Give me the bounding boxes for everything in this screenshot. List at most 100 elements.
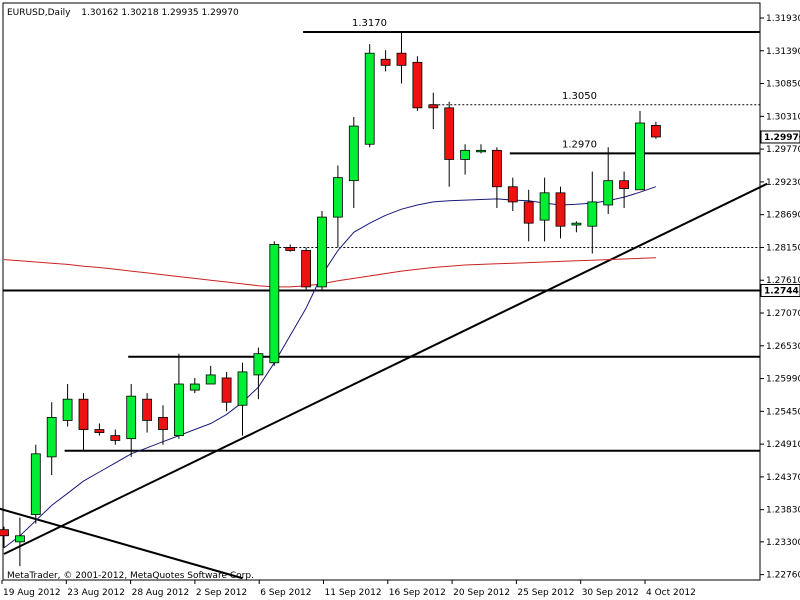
candle bbox=[412, 56, 423, 111]
candle bbox=[62, 384, 73, 427]
price-tick-label: 1.30310 bbox=[766, 112, 800, 122]
bullish-candle-body bbox=[46, 417, 57, 458]
bullish-candle-body bbox=[587, 201, 598, 227]
price-tick-label: 1.28690 bbox=[766, 211, 800, 221]
candle bbox=[523, 189, 534, 242]
copyright-label: MetaTrader, © 2001-2012, MetaQuotes Soft… bbox=[7, 571, 254, 581]
bullish-candle-body bbox=[476, 149, 486, 153]
candle bbox=[285, 244, 296, 252]
date-tick-label: 4 Oct 2012 bbox=[646, 588, 696, 598]
bullish-candle-body bbox=[348, 125, 359, 182]
candle bbox=[380, 50, 391, 72]
candle bbox=[460, 144, 471, 175]
price-tick-label: 1.22760 bbox=[766, 571, 800, 581]
price-tick-label: 1.24370 bbox=[766, 473, 800, 483]
bearish-candle-body bbox=[396, 52, 407, 66]
candle bbox=[555, 186, 566, 239]
chart-header: EURUSD,Daily 1.30162 1.30218 1.29935 1.2… bbox=[7, 8, 239, 18]
price-tick-label: 1.31390 bbox=[766, 47, 800, 57]
level-price-label-box bbox=[760, 283, 800, 297]
bearish-candle-body bbox=[158, 417, 168, 430]
price-tick-label: 1.23830 bbox=[766, 506, 800, 516]
candle bbox=[0, 526, 9, 548]
date-tick-label: 20 Sep 2012 bbox=[453, 588, 510, 598]
price-tick-label: 1.27070 bbox=[766, 309, 800, 319]
candle bbox=[205, 365, 216, 385]
date-tick-label: 19 Aug 2012 bbox=[3, 588, 61, 598]
bearish-candle-body bbox=[523, 201, 534, 224]
date-tick-label: 11 Sep 2012 bbox=[325, 588, 382, 598]
ohlc-label: 1.30162 1.30218 1.29935 1.29970 bbox=[81, 8, 239, 18]
candle bbox=[651, 121, 661, 139]
price-tick-label: 1.29770 bbox=[766, 145, 800, 155]
level-price-label: 1.27441 bbox=[764, 286, 800, 296]
price-tick-label: 1.25450 bbox=[766, 407, 800, 417]
bearish-candle-body bbox=[507, 186, 518, 203]
bearish-candle-body bbox=[285, 247, 296, 251]
bullish-candle-body bbox=[539, 192, 550, 221]
candle bbox=[14, 517, 25, 567]
date-tick-label: 28 Aug 2012 bbox=[132, 588, 190, 598]
trendline bbox=[0, 507, 243, 580]
moving-average-slow-line bbox=[3, 257, 656, 288]
date-tick-label: 23 Aug 2012 bbox=[67, 588, 125, 598]
bearish-candle-body bbox=[491, 149, 502, 188]
price-tick-label: 1.24910 bbox=[766, 440, 800, 450]
candle bbox=[539, 177, 550, 242]
bullish-candle-body bbox=[635, 122, 645, 191]
candle bbox=[189, 377, 200, 394]
candle bbox=[110, 429, 121, 445]
candle bbox=[126, 384, 137, 457]
bullish-candle-body bbox=[317, 216, 327, 288]
candle bbox=[619, 171, 629, 208]
candle bbox=[332, 165, 343, 248]
candle bbox=[396, 31, 407, 84]
bullish-candle-body bbox=[460, 149, 471, 160]
current-price-label: 1.29970 bbox=[764, 133, 800, 143]
date-tick-label: 6 Sep 2012 bbox=[260, 588, 311, 598]
price-tick-label: 1.28150 bbox=[766, 243, 800, 253]
bullish-candle-body bbox=[62, 398, 73, 421]
date-tick-label: 16 Sep 2012 bbox=[389, 588, 446, 598]
candle bbox=[78, 393, 89, 451]
bearish-candle-body bbox=[428, 104, 439, 109]
candle bbox=[364, 44, 375, 148]
price-tick-label: 1.31930 bbox=[766, 14, 800, 24]
bullish-candle-body bbox=[332, 177, 343, 218]
bearish-candle-body bbox=[555, 192, 566, 227]
candle bbox=[317, 211, 327, 290]
bullish-candle-body bbox=[237, 371, 248, 406]
plot-area bbox=[2, 2, 761, 581]
bullish-candle-body bbox=[603, 180, 614, 206]
bearish-candle-body bbox=[651, 125, 661, 138]
bearish-candle-body bbox=[0, 529, 9, 537]
candle bbox=[94, 423, 105, 436]
bullish-candle-body bbox=[253, 353, 264, 376]
candle bbox=[237, 362, 248, 436]
date-tick-label: 30 Sep 2012 bbox=[582, 588, 639, 598]
price-tick-label: 1.27610 bbox=[766, 276, 800, 286]
price-tick-label: 1.25990 bbox=[766, 375, 800, 385]
bearish-candle-body bbox=[380, 58, 391, 66]
trendline bbox=[3, 182, 768, 555]
level-annotation: 1.3050 bbox=[562, 91, 597, 102]
candle bbox=[491, 147, 502, 208]
candle bbox=[348, 116, 359, 208]
candle bbox=[571, 221, 582, 233]
candle bbox=[635, 110, 645, 191]
bearish-candle-body bbox=[78, 398, 89, 430]
bearish-candle-body bbox=[412, 61, 423, 109]
level-annotation: 1.2970 bbox=[562, 139, 597, 150]
price-tick-label: 1.30850 bbox=[766, 80, 800, 90]
price-tick-label: 1.23300 bbox=[766, 538, 800, 548]
bullish-candle-body bbox=[30, 453, 41, 515]
bearish-candle-body bbox=[619, 180, 629, 189]
candle bbox=[587, 171, 598, 254]
bullish-candle-body bbox=[205, 374, 216, 385]
candle bbox=[444, 101, 455, 187]
candle bbox=[30, 444, 41, 524]
bullish-candle-body bbox=[189, 383, 200, 391]
candle bbox=[173, 353, 184, 439]
bullish-candle-body bbox=[571, 222, 582, 226]
